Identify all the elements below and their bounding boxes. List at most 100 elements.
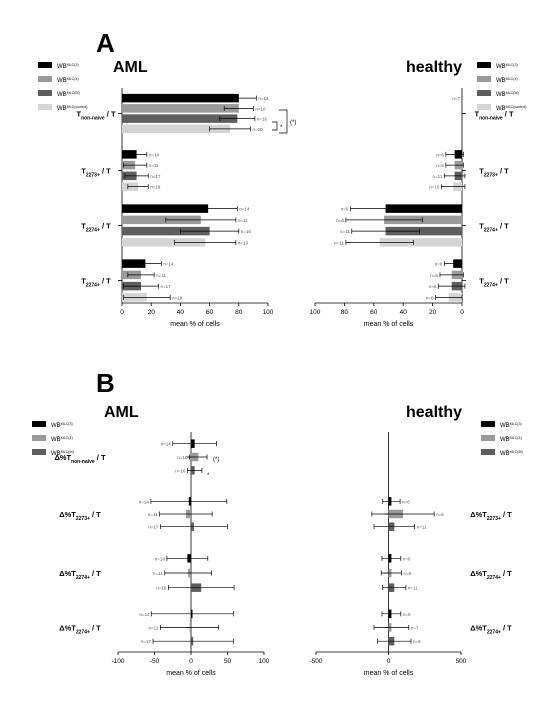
B_AML-category-label-3: Δ%T2274+ / T [59,624,101,636]
A_healthy-n-label-2-1: n=6 [336,218,344,223]
B_AML-category-label-2: Δ%T2274+ / T [59,569,101,581]
A_healthy-category-label-2: T2274+ / T [479,222,509,234]
A_healthy-n-label-2-3: n=11 [334,240,344,245]
panel-a-aml-title: AML [113,59,148,76]
B_AML-n-label-3-2: n=17 [141,639,152,644]
B_AML-n-label-0-0: n=14 [161,442,172,447]
B_healthy-x-tick-label-1: 0 [387,658,391,665]
B_AML-category-label-0: Δ%Tnon-naive / T [54,453,106,465]
panel-a-healthy-title: healthy [406,59,462,76]
legend-b-aml-swatch-1 [32,435,46,441]
B_AML-x-tick-label-1: -50 [150,658,160,665]
B_AML-n-label-1-1: n=11 [148,512,158,517]
legend-b-healthy-label-1: WBMLC(4) [500,436,522,443]
A_AML-x-axis-label: mean % of cells [170,321,220,328]
A_healthy-x-tick-label-1: 80 [341,309,349,316]
A_AML-n-label-2-3: n=19 [238,240,249,245]
legend-b-aml-swatch-2 [32,449,46,455]
A_healthy-bar-2-0 [385,204,462,213]
legend-a-aml-label-3: WBMLC(control) [57,105,87,112]
A_AML-n-label-3-3: n=19 [172,295,183,300]
A_AML-n-label-0-0: n=14 [258,96,269,101]
A_healthy-x-tick-label-2: 60 [370,309,378,316]
legend-a-healthy-swatch-2 [477,90,491,96]
B_AML-category-label-1: Δ%T2273+ / T [59,510,101,522]
significance-mark-inner: * [280,125,283,131]
A_AML-category-label-3: T2274+ / T [81,277,111,289]
A_healthy-n-label-1-3: n=10 [429,185,440,190]
B_AML-x-tick-label-0: -100 [111,658,124,665]
A_AML-n-label-2-2: n=16 [241,229,252,234]
B_healthy-x-tick-label-2: 500 [456,658,467,665]
B_healthy-x-axis-label: mean % of cells [364,670,414,677]
B_healthy-n-label-0-0: n=6 [402,499,410,504]
A_AML-category-label-1: T2273+ / T [81,167,111,179]
A_AML-n-label-1-3: n=19 [150,185,161,190]
A_healthy-bar-2-1 [384,215,462,225]
A_AML-bar-0-0 [122,93,239,103]
significance-mark-b-1: (*) [213,457,219,463]
A_AML-n-label-0-1: n=10 [255,106,266,111]
A_AML-n-label-1-2: n=17 [150,174,161,179]
A_healthy-bar-2-3 [379,238,462,247]
legend-b-aml-label-1: WBMLC(4) [51,436,73,443]
B_healthy-n-label-2-1: n=7 [411,626,419,631]
A_AML-n-label-3-2: n=17 [161,284,172,289]
legend-a-healthy-label-2: WBMLC(M) [496,91,519,98]
B_healthy-category-label-1: Δ%T2274+ / T [470,569,512,581]
legend-b-healthy-swatch-2 [481,449,495,455]
A_healthy-x-tick-label-5: 0 [460,309,464,316]
A_healthy-x-axis-label: mean % of cells [364,321,414,328]
A_AML-bar-2-2 [122,226,210,236]
A_AML-x-tick-label-4: 80 [235,309,243,316]
A_healthy-category-label-1: T2273+ / T [479,167,509,179]
legend-a-healthy-swatch-3 [477,104,491,110]
A_AML-bar-0-2 [122,114,238,123]
A_AML-bar-2-0 [122,204,209,213]
panel-b-aml-title: AML [104,404,139,421]
A_AML-n-label-3-1: n=11 [156,273,166,278]
B_AML-x-tick-label-4: 100 [259,658,270,665]
A_healthy-n-label-0-0: n=7 [452,96,460,101]
panel-b-healthy-title: healthy [406,404,462,421]
B_AML-x-tick-label-2: 0 [189,658,193,665]
significance-bracket-outer [279,109,288,134]
A_healthy-n-label-3-3: n=6 [426,295,434,300]
A_healthy-n-label-2-0: n=6 [341,207,349,212]
B_AML-x-axis-label: mean % of cells [166,670,216,677]
B_healthy-n-label-1-0: n=6 [403,556,411,561]
B_healthy-n-label-0-2: n=11 [417,525,427,530]
B_healthy-n-label-2-0: n=6 [403,612,411,617]
B_AML-n-label-2-0: n=14 [155,556,166,561]
B_healthy-n-label-0-1: n=6 [436,512,444,517]
B_healthy-x-tick-label-0: -500 [309,658,322,665]
legend-b-aml-swatch-0 [32,421,46,427]
A_AML-n-label-0-3: n=20 [252,127,263,132]
legend-a-healthy-swatch-1 [477,76,491,82]
legend-b-aml-label-2: WBMLC(M) [51,450,74,457]
legend-a-aml-swatch-2 [38,90,52,96]
legend-a-healthy-label-0: WBMLC(3) [496,63,518,70]
B_healthy-n-label-1-2: n=11 [408,586,418,591]
A_healthy-n-label-1-0: n=6 [436,152,444,157]
A_AML-x-tick-label-5: 100 [263,309,274,316]
A_healthy-x-tick-label-4: 20 [429,309,437,316]
significance-bracket-inner [272,121,278,131]
B_AML-n-label-3-1: n=11 [149,626,159,631]
significance-mark-outer: (*) [290,120,296,126]
A_healthy-x-tick-label-0: 100 [310,309,321,316]
A_AML-n-label-1-1: n=11 [149,163,159,168]
legend-b-healthy-label-0: WBMLC(3) [500,422,522,429]
B_healthy-category-label-0: Δ%T2273+ / T [470,510,512,522]
A_healthy-n-label-3-1: n=5 [430,273,438,278]
legend-a-aml-label-1: WBMLC(4) [57,77,79,84]
legend-b-aml-label-0: WBMLC(3) [51,422,73,429]
A_AML-category-label-2: T2274+ / T [81,222,111,234]
A_AML-bar-2-1 [122,215,201,225]
legend-b-healthy-swatch-1 [481,435,495,441]
B_AML-x-tick-label-3: 50 [224,658,232,665]
B_healthy-n-label-1-1: n=6 [404,571,412,576]
A_AML-x-tick-label-2: 40 [177,309,185,316]
A_AML-n-label-2-1: n=11 [238,218,248,223]
